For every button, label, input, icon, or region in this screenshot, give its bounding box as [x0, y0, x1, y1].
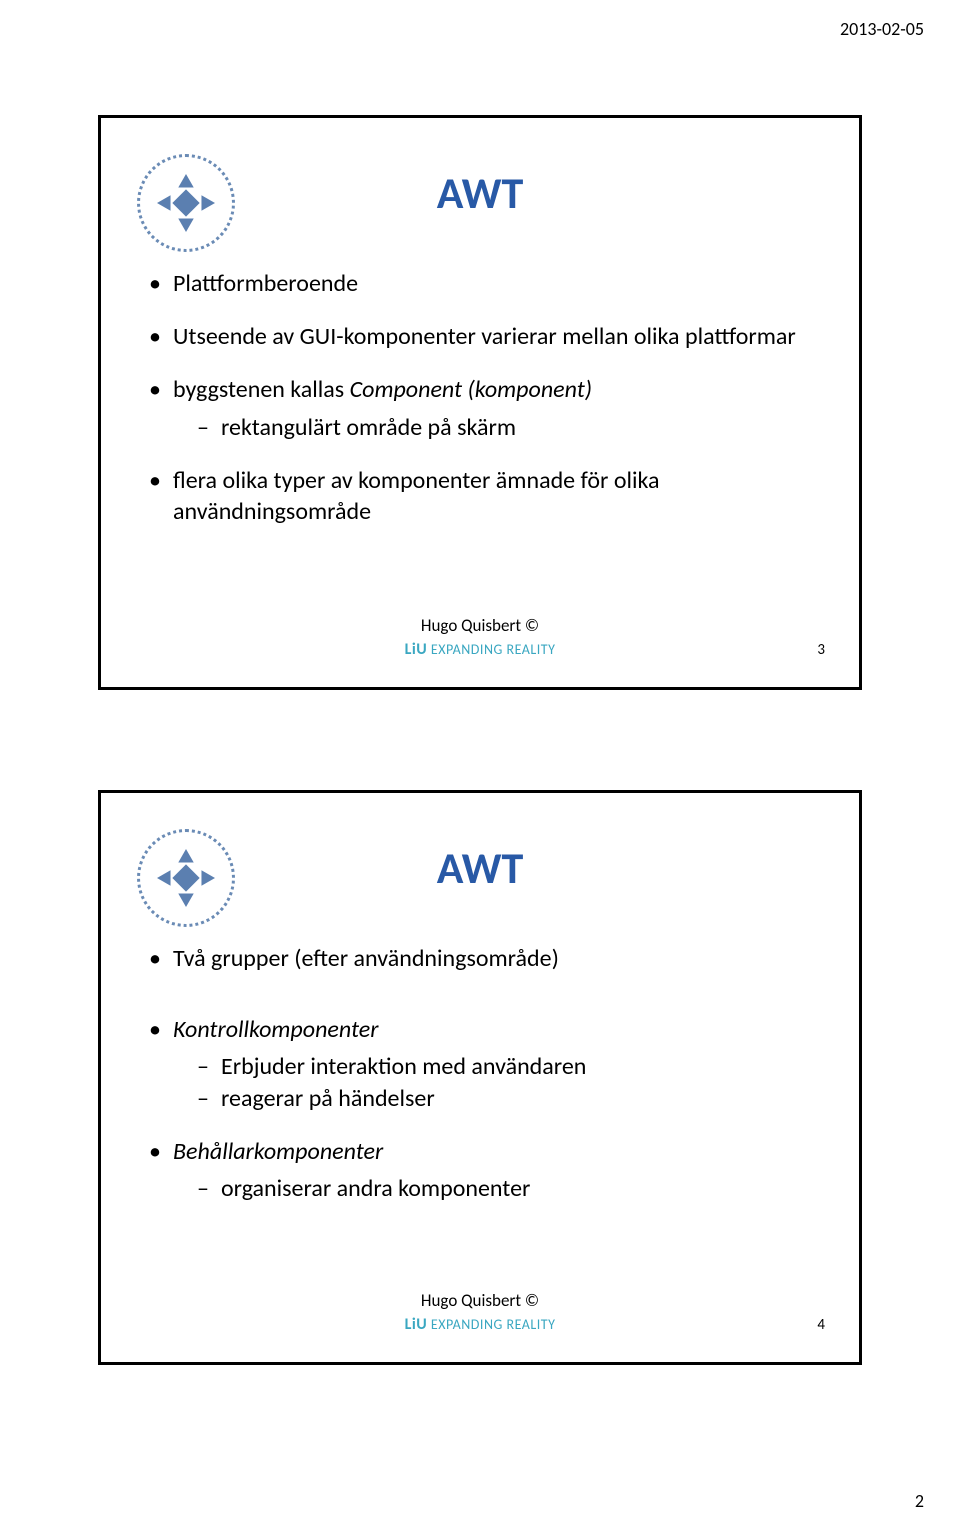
slide-footer: Hugo Quisbert © LiU EXPANDING REALITY [101, 615, 859, 659]
slide-number: 4 [817, 1316, 825, 1334]
footer-author: Hugo Quisbert © [101, 1290, 859, 1311]
slide-content: Plattformberoende Utseende av GUI-kompon… [149, 268, 811, 549]
footer-brand-text: EXPANDING REALITY [427, 641, 555, 658]
bullet-text: byggstenen kallas [173, 375, 350, 404]
slide-2: AWT Två grupper (efter användningsområde… [98, 790, 862, 1365]
footer-brand-text: EXPANDING REALITY [427, 1316, 555, 1333]
bullet-text-italic: Kontrollkomponenter [173, 1015, 378, 1044]
bullet-item: Utseende av GUI-komponenter varierar mel… [149, 321, 811, 352]
sub-bullet-item: reagerar på händelser [173, 1083, 811, 1114]
slide-content: Två grupper (efter användningsområde) Ko… [149, 943, 811, 1226]
footer-brand-bold: LiU [405, 640, 428, 659]
slide-footer: Hugo Quisbert © LiU EXPANDING REALITY [101, 1290, 859, 1334]
sub-bullet-item: organiserar andra komponenter [173, 1173, 811, 1204]
sub-bullet-item: Erbjuder interaktion med användaren [173, 1051, 811, 1082]
bullet-item: Två grupper (efter användningsområde) [149, 943, 811, 974]
slide-title: AWT [101, 841, 859, 895]
bullet-item: Plattformberoende [149, 268, 811, 299]
page-number: 2 [915, 1490, 924, 1512]
slide-title: AWT [101, 166, 859, 220]
footer-brand-bold: LiU [405, 1315, 428, 1334]
footer-brand: LiU EXPANDING REALITY [101, 640, 859, 659]
footer-brand: LiU EXPANDING REALITY [101, 1315, 859, 1334]
bullet-item: Behållarkomponenter organiserar andra ko… [149, 1136, 811, 1204]
bullet-text-italic: Component (komponent) [350, 375, 592, 404]
slide-number: 3 [817, 641, 825, 659]
bullet-item: byggstenen kallas Component (komponent) … [149, 374, 811, 442]
slide-1: AWT Plattformberoende Utseende av GUI-ko… [98, 115, 862, 690]
bullet-text-italic: Behållarkomponenter [173, 1137, 383, 1166]
footer-author: Hugo Quisbert © [101, 615, 859, 636]
date-header: 2013-02-05 [840, 18, 924, 40]
bullet-item: Kontrollkomponenter Erbjuder interaktion… [149, 1014, 811, 1114]
bullet-item: flera olika typer av komponenter ämnade … [149, 465, 811, 527]
sub-bullet-item: rektangulärt område på skärm [173, 412, 811, 443]
